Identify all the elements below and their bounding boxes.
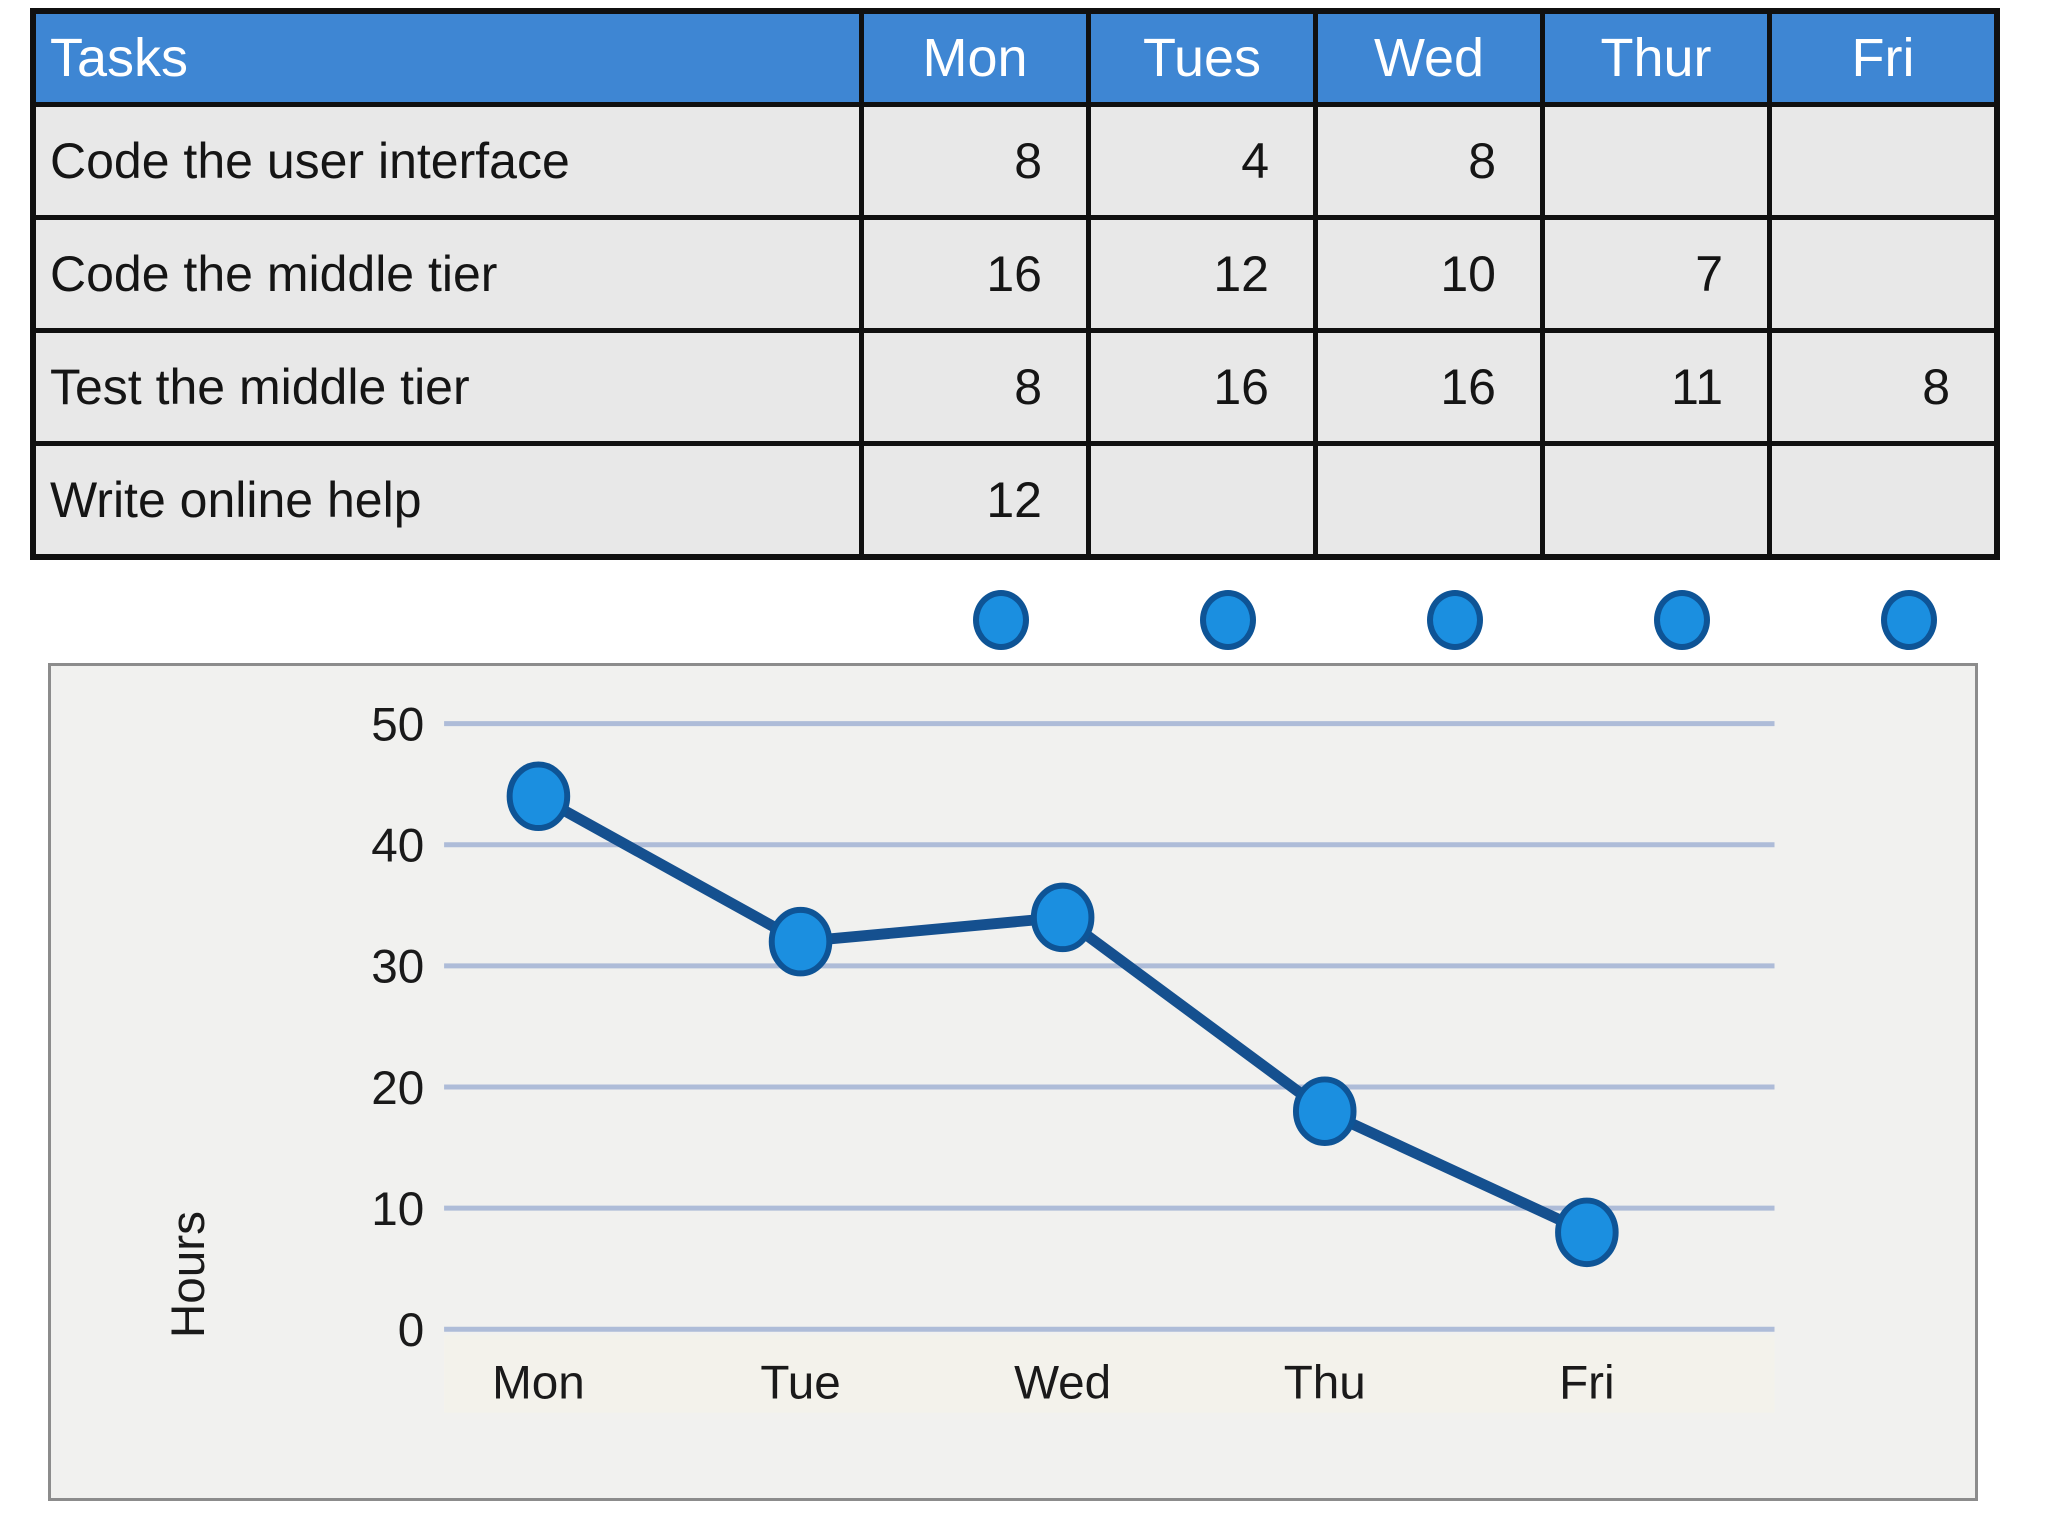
- hours-value-cell: 4: [1091, 107, 1313, 215]
- task-hours-table: Tasks Mon Tues Wed Thur Fri Code the user inte…: [30, 8, 2000, 560]
- circle-marker-icon: [1881, 590, 1937, 650]
- hours-value-cell: 10: [1318, 220, 1540, 328]
- y-tick-label-0: 0: [398, 1304, 425, 1357]
- x-axis-label-fri: Fri: [1559, 1357, 1615, 1410]
- day-header-mon: Mon: [864, 14, 1086, 102]
- day-header-thur: Thur: [1545, 14, 1767, 102]
- y-tick-label-10: 10: [371, 1183, 424, 1236]
- hours-value-cell: 12: [864, 446, 1086, 554]
- x-axis-label-mon: Mon: [492, 1357, 585, 1410]
- hours-chart-panel: 0 10 20 30 40 50 Hours Mon Tue Wed Thu Fri: [48, 663, 1978, 1501]
- circle-marker-icon: [973, 590, 1029, 650]
- hours-value-cell: [1091, 446, 1313, 554]
- tasks-header-cell: Tasks: [36, 14, 859, 102]
- axis-band: [444, 1335, 1775, 1413]
- hours-value-cell: [1545, 107, 1767, 215]
- hours-value-cell: 8: [1772, 333, 1994, 441]
- hours-value-cell: [1545, 446, 1767, 554]
- day-header-tues: Tues: [1091, 14, 1313, 102]
- hours-value-cell: 8: [864, 333, 1086, 441]
- hours-value-cell: [1772, 446, 1994, 554]
- hours-value-cell: [1772, 220, 1994, 328]
- task-name-cell: Code the middle tier: [36, 220, 859, 328]
- task-name-cell: Code the user interface: [36, 107, 859, 215]
- day-header-fri: Fri: [1772, 14, 1994, 102]
- day-header-wed: Wed: [1318, 14, 1540, 102]
- hours-value-cell: [1318, 446, 1540, 554]
- circle-marker-icon: [1654, 590, 1710, 650]
- task-name-cell: Test the middle tier: [36, 333, 859, 441]
- data-point-tue: [768, 906, 833, 977]
- hours-value-cell: 8: [864, 107, 1086, 215]
- hours-trend-line: [532, 790, 1593, 1238]
- hours-value-cell: 7: [1545, 220, 1767, 328]
- y-tick-label-40: 40: [371, 820, 424, 873]
- hours-value-cell: 8: [1318, 107, 1540, 215]
- task-name-cell: Write online help: [36, 446, 859, 554]
- data-point-mon: [506, 761, 571, 832]
- y-tick-label-20: 20: [371, 1062, 424, 1115]
- x-axis-label-tue: Tue: [760, 1357, 840, 1410]
- data-point-thu: [1292, 1076, 1357, 1146]
- data-point-fri: [1555, 1197, 1619, 1268]
- circle-marker-icon: [1200, 590, 1256, 650]
- hours-value-cell: 16: [1318, 333, 1540, 441]
- x-axis-label-thu: Thu: [1284, 1357, 1366, 1410]
- hours-value-cell: 16: [864, 220, 1086, 328]
- hours-line-chart: 0 10 20 30 40 50 Hours Mon Tue Wed Thu Fri: [162, 698, 1775, 1413]
- data-point-wed: [1030, 882, 1095, 953]
- x-axis-label-wed: Wed: [1014, 1357, 1111, 1410]
- hours-axis-title: Hours: [162, 1211, 215, 1338]
- hours-value-cell: 16: [1091, 333, 1313, 441]
- y-tick-label-30: 30: [371, 941, 424, 994]
- y-tick-label-50: 50: [371, 698, 424, 751]
- hours-value-cell: 12: [1091, 220, 1313, 328]
- hours-value-cell: 11: [1545, 333, 1767, 441]
- hours-value-cell: [1772, 107, 1994, 215]
- circle-marker-icon: [1427, 590, 1483, 650]
